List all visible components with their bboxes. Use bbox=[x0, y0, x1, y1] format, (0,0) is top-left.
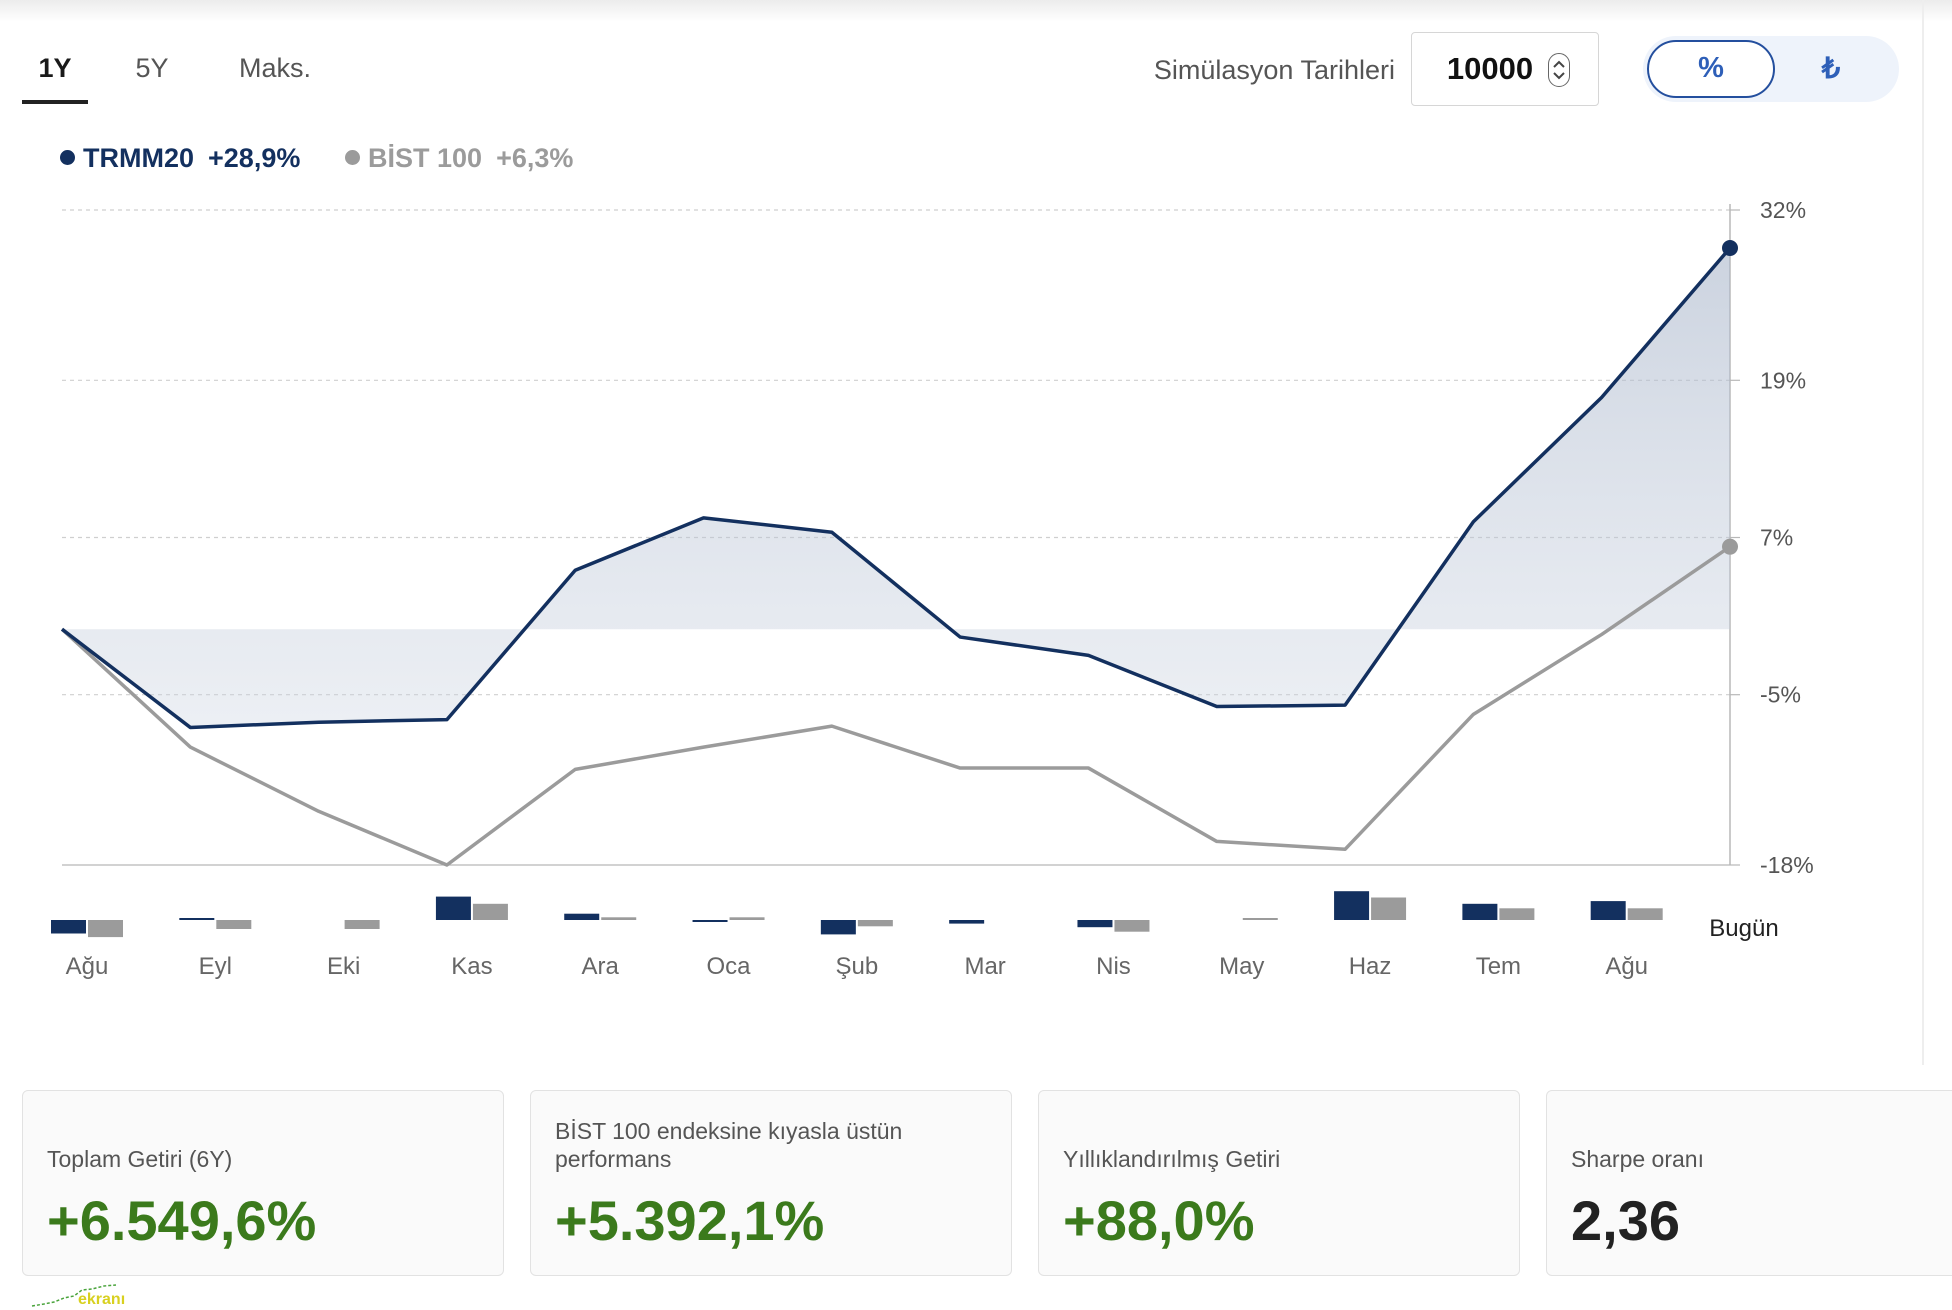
x-month-label: Mar bbox=[964, 953, 1005, 980]
y-tick-label: 32% bbox=[1760, 197, 1806, 223]
trmm20-line bbox=[60, 246, 1732, 730]
stat-card-total-return: Toplam Getiri (6Y) +6.549,6% bbox=[22, 1090, 504, 1276]
trmm20-area-fill bbox=[62, 247, 1730, 728]
y-tick-label: -5% bbox=[1760, 682, 1801, 708]
bist100-month-bar bbox=[472, 903, 508, 920]
bist100-month-bar bbox=[1627, 908, 1663, 920]
card-value: 2,36 bbox=[1571, 1189, 1680, 1252]
x-month-label: Tem bbox=[1476, 953, 1521, 980]
card-label: Sharpe oranı bbox=[1571, 1146, 1704, 1172]
x-month-label: Eyl bbox=[199, 953, 232, 980]
amount-input[interactable] bbox=[1430, 45, 1550, 93]
panel-edge bbox=[1922, 0, 1924, 1065]
tab-1y[interactable]: 1Y bbox=[22, 40, 88, 104]
card-value: +6.549,6% bbox=[47, 1189, 317, 1252]
toggle-lira[interactable]: ₺ bbox=[1821, 53, 1841, 85]
y-tick-label: 7% bbox=[1760, 525, 1793, 551]
stat-card-sharpe: Sharpe oranı 2,36 bbox=[1546, 1090, 1952, 1276]
trmm20-month-bar bbox=[51, 920, 86, 934]
x-month-label: Ağu bbox=[66, 953, 109, 980]
y-tick-label: 19% bbox=[1760, 367, 1806, 393]
performance-chart: 32% 19% 7% -5% -18% Ağu Eyl Eki Kas Ara Oca Şub Mar… bbox=[51, 197, 1814, 980]
chart-grid bbox=[62, 209, 1740, 866]
series-dot-icon bbox=[60, 150, 75, 166]
bist100-month-bar bbox=[344, 920, 380, 929]
x-month-label: Nis bbox=[1096, 953, 1131, 980]
monthly-bars bbox=[51, 891, 1663, 938]
legend-name: TRMM20 bbox=[83, 143, 195, 173]
bist100-month-bar bbox=[729, 917, 765, 920]
trmm20-end-point bbox=[1722, 239, 1738, 256]
y-tick-label: -18% bbox=[1760, 852, 1814, 878]
trmm20-month-bar bbox=[564, 913, 600, 920]
amount-field bbox=[1411, 32, 1599, 106]
trmm20-month-bar bbox=[820, 920, 856, 935]
x-month-label: Ağu bbox=[1605, 953, 1648, 980]
amount-stepper[interactable] bbox=[1548, 53, 1570, 87]
x-month-label: May bbox=[1219, 953, 1264, 980]
x-month-label: Eki bbox=[327, 953, 360, 980]
bist100-line bbox=[60, 545, 1731, 867]
stepper-arrows-icon bbox=[1553, 60, 1565, 80]
tab-max[interactable]: Maks. bbox=[238, 53, 311, 83]
svg-text:ekranı: ekranı bbox=[78, 1291, 125, 1308]
toggle-percent[interactable]: % bbox=[1647, 40, 1775, 98]
bist100-month-bar bbox=[857, 920, 893, 927]
card-label: BİST 100 endeksine kıyasla üstün perform… bbox=[555, 1118, 903, 1172]
card-value: +88,0% bbox=[1063, 1189, 1255, 1252]
trmm20-month-bar bbox=[1077, 920, 1113, 928]
series-lines bbox=[60, 239, 1738, 867]
unit-toggle: % ₺ bbox=[1643, 36, 1899, 102]
series-dot-icon bbox=[345, 150, 360, 166]
trmm20-month-bar bbox=[1334, 891, 1370, 920]
x-month-label: Oca bbox=[707, 953, 752, 980]
bist100-month-bar bbox=[1499, 908, 1535, 920]
x-label-today: Bugün bbox=[1709, 915, 1778, 942]
legend-item-bist100[interactable]: BİST 100 +6,3% bbox=[345, 140, 573, 176]
stat-card-annualized-return: Yıllıklandırılmış Getiri +88,0% bbox=[1038, 1090, 1520, 1276]
trmm20-area bbox=[62, 247, 1730, 728]
stat-card-outperformance: BİST 100 endeksine kıyasla üstün perform… bbox=[530, 1090, 1012, 1276]
legend-item-trmm20[interactable]: TRMM20 +28,9% bbox=[60, 140, 300, 176]
x-axis: Ağu Eyl Eki Kas Ara Oca Şub Mar Nis May Haz Tem Ağu B… bbox=[66, 915, 1779, 980]
card-value: +5.392,1% bbox=[555, 1189, 825, 1252]
bist100-month-bar bbox=[1242, 918, 1278, 920]
trmm20-month-bar bbox=[179, 918, 215, 920]
y-axis: 32% 19% 7% -5% -18% bbox=[1729, 197, 1814, 878]
trmm20-month-bar bbox=[435, 896, 471, 920]
card-label: Toplam Getiri (6Y) bbox=[47, 1146, 233, 1172]
card-label: Yıllıklandırılmış Getiri bbox=[1063, 1146, 1281, 1172]
simulation-label: Simülasyon Tarihleri bbox=[1153, 55, 1395, 85]
trmm20-month-bar bbox=[949, 920, 985, 924]
top-shadow bbox=[0, 0, 1952, 22]
tab-5y[interactable]: 5Y bbox=[135, 53, 169, 83]
x-month-label: Haz bbox=[1349, 953, 1392, 980]
bist100-month-bar bbox=[601, 917, 637, 920]
bist100-month-bar bbox=[1114, 920, 1150, 932]
trmm20-month-bar bbox=[1590, 901, 1626, 920]
x-month-label: Şub bbox=[835, 953, 878, 980]
x-month-label: Kas bbox=[451, 953, 492, 980]
watermark-logo: ekranı bbox=[31, 1284, 125, 1308]
legend-change: +28,9% bbox=[208, 143, 301, 173]
bist100-month-bar bbox=[88, 920, 123, 938]
x-month-label: Ara bbox=[582, 953, 620, 980]
trmm20-month-bar bbox=[1462, 903, 1498, 920]
bist100-month-bar bbox=[216, 920, 252, 929]
bist100-end-point bbox=[1722, 538, 1738, 555]
legend-change: +6,3% bbox=[496, 143, 574, 173]
trmm20-month-bar bbox=[692, 920, 728, 922]
bist100-month-bar bbox=[1371, 897, 1407, 920]
legend-name: BİST 100 bbox=[368, 143, 483, 173]
